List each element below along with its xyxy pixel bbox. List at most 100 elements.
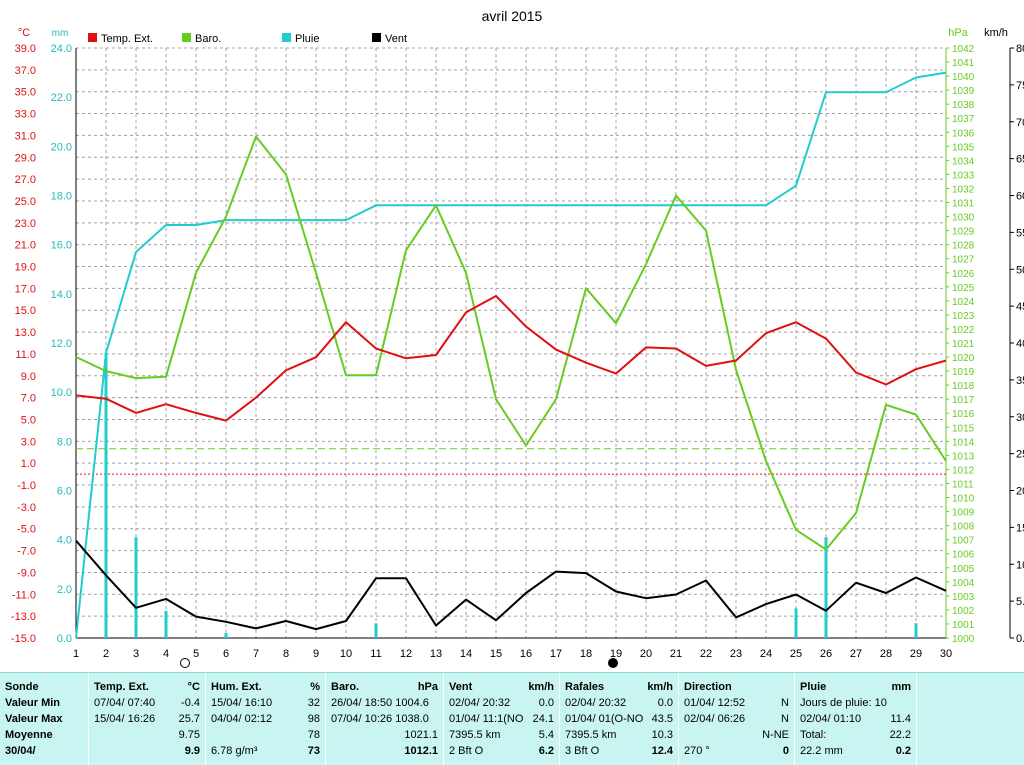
baro-tick-label: 1037: [952, 114, 975, 125]
x-tick-label: 30: [940, 648, 952, 660]
baro-tick-label: 1003: [952, 592, 975, 603]
gust-max-value: 43.5: [651, 713, 673, 725]
weather-chart: avril 201539.037.035.033.031.029.027.025…: [11, 8, 1024, 668]
direction-header: Direction: [684, 681, 732, 693]
baro-tick-label: 1001: [952, 620, 975, 631]
baro-tick-label: 1027: [952, 255, 975, 266]
baro-tick-label: 1028: [952, 241, 975, 252]
x-tick-label: 5: [193, 648, 199, 660]
x-tick-label: 10: [340, 648, 352, 660]
chart-title: avril 2015: [482, 8, 543, 24]
wind-tick-label: 0.0: [1016, 633, 1024, 645]
min-label: Valeur Min: [5, 697, 61, 709]
gust-beaufort: 3 Bft O: [565, 745, 600, 757]
series-line-pluie: [75, 71, 947, 639]
rain-unit-label: mm: [52, 28, 69, 39]
rain-tick-label: 18.0: [51, 191, 72, 203]
wind-tick-label: 75.0: [1016, 80, 1024, 92]
wind-unit-label: km/h: [984, 27, 1008, 39]
baro-tick-label: 1030: [952, 213, 975, 224]
temp-tick-label: -7.0: [17, 546, 36, 558]
gust-min-value: 0.0: [657, 697, 673, 709]
temp-min-value: -0.4: [181, 697, 200, 709]
gust-header: Rafales: [565, 681, 605, 693]
baro-mean-value: 1021.1: [404, 729, 438, 741]
x-tick-label: 25: [790, 648, 802, 660]
temp-tick-label: 7.0: [21, 393, 36, 405]
temp-tick-label: 17.0: [15, 283, 36, 295]
current-date-label: 30/04/: [5, 745, 36, 757]
rain-current-value: 0.2: [895, 745, 911, 757]
wind-current-value: 6.2: [538, 745, 554, 757]
baro-tick-label: 1004: [952, 578, 975, 589]
wind-min-date: 02/04/ 20:32: [449, 697, 511, 709]
baro-unit-label: hPa: [948, 27, 968, 39]
gust-max-date: 01/04/ 01(O-NO: [565, 713, 644, 725]
x-tick-label: 20: [640, 648, 652, 660]
x-tick-label: 22: [700, 648, 712, 660]
direction-max-value: N: [781, 713, 789, 725]
baro-header: Baro.: [331, 681, 360, 693]
gust-current-value: 12.4: [651, 745, 673, 757]
direction-min-value: N: [781, 697, 789, 709]
series-line-temp-ext: [75, 295, 947, 422]
temp-tick-label: -3.0: [17, 502, 36, 514]
legend-swatch: [372, 33, 381, 42]
rain-tick-label: 10.0: [51, 387, 72, 399]
wind-tick-label: 20.0: [1016, 486, 1024, 498]
x-tick-label: 6: [223, 648, 229, 660]
rain-bar: [224, 633, 228, 638]
baro-unit: hPa: [417, 681, 438, 693]
wind-min-value: 0.0: [538, 697, 554, 709]
baro-tick-label: 1035: [952, 142, 975, 153]
legend-label: Pluie: [295, 33, 319, 45]
baro-tick-label: 1016: [952, 409, 975, 420]
temp-column: Temp. Ext. °C 07/04/ 07:40 -0.4 15/04/ 16:…: [88, 673, 205, 765]
temp-tick-label: 35.0: [15, 87, 36, 99]
baro-max: 07/04/ 10:26 1038.0: [331, 713, 429, 725]
x-tick-label: 23: [730, 648, 742, 660]
legend-swatch: [282, 33, 291, 42]
baro-min: 26/04/ 18:50 1004.6: [331, 697, 429, 709]
x-tick-label: 14: [460, 648, 472, 660]
x-tick-label: 13: [430, 648, 442, 660]
temp-tick-label: -13.0: [11, 611, 36, 623]
temp-tick-label: 5.0: [21, 414, 36, 426]
rain-tick-label: 12.0: [51, 338, 72, 350]
temp-tick-label: 13.0: [15, 327, 36, 339]
baro-tick-label: 1019: [952, 367, 975, 378]
empty-column: [916, 673, 1024, 765]
rain-max-date: 02/04/ 01:10: [800, 713, 862, 725]
baro-tick-label: 1040: [952, 72, 975, 83]
temp-tick-label: -5.0: [17, 524, 36, 536]
x-tick-label: 26: [820, 648, 832, 660]
temp-tick-label: 1.0: [21, 458, 36, 470]
temp-tick-label: 29.0: [15, 152, 36, 164]
rain-tick-label: 22.0: [51, 92, 72, 104]
wind-tick-label: 65.0: [1016, 154, 1024, 166]
hum-unit: %: [310, 681, 320, 693]
baro-tick-label: 1008: [952, 522, 975, 533]
baro-tick-label: 1014: [952, 437, 975, 448]
rain-bar: [824, 537, 828, 638]
direction-column: Direction 01/04/ 12:52 N 02/04/ 06:26 N N-…: [678, 673, 794, 765]
legend-label: Vent: [385, 33, 407, 45]
baro-tick-label: 1000: [952, 634, 975, 645]
wind-max-value: 24.1: [532, 713, 554, 725]
wind-tick-label: 40.0: [1016, 338, 1024, 350]
hum-column: Hum. Ext.% 15/04/ 16:10 32 04/04/ 02:12 98…: [205, 673, 325, 765]
legend-label: Temp. Ext.: [101, 33, 153, 45]
baro-tick-label: 1034: [952, 156, 975, 167]
baro-tick-label: 1006: [952, 550, 975, 561]
rain-tick-label: 16.0: [51, 240, 72, 252]
baro-tick-label: 1036: [952, 128, 975, 139]
rain-total-label: Total:: [800, 729, 827, 741]
rain-max-value: 11.4: [890, 713, 911, 725]
temp-header: Temp. Ext.: [94, 681, 149, 693]
x-tick-label: 19: [610, 648, 622, 660]
x-tick-label: 27: [850, 648, 862, 660]
baro-tick-label: 1002: [952, 606, 975, 617]
rain-days: Jours de pluie: 10: [800, 697, 887, 709]
wind-unit: km/h: [528, 681, 554, 693]
hum-min-date: 15/04/ 16:10: [211, 697, 273, 709]
